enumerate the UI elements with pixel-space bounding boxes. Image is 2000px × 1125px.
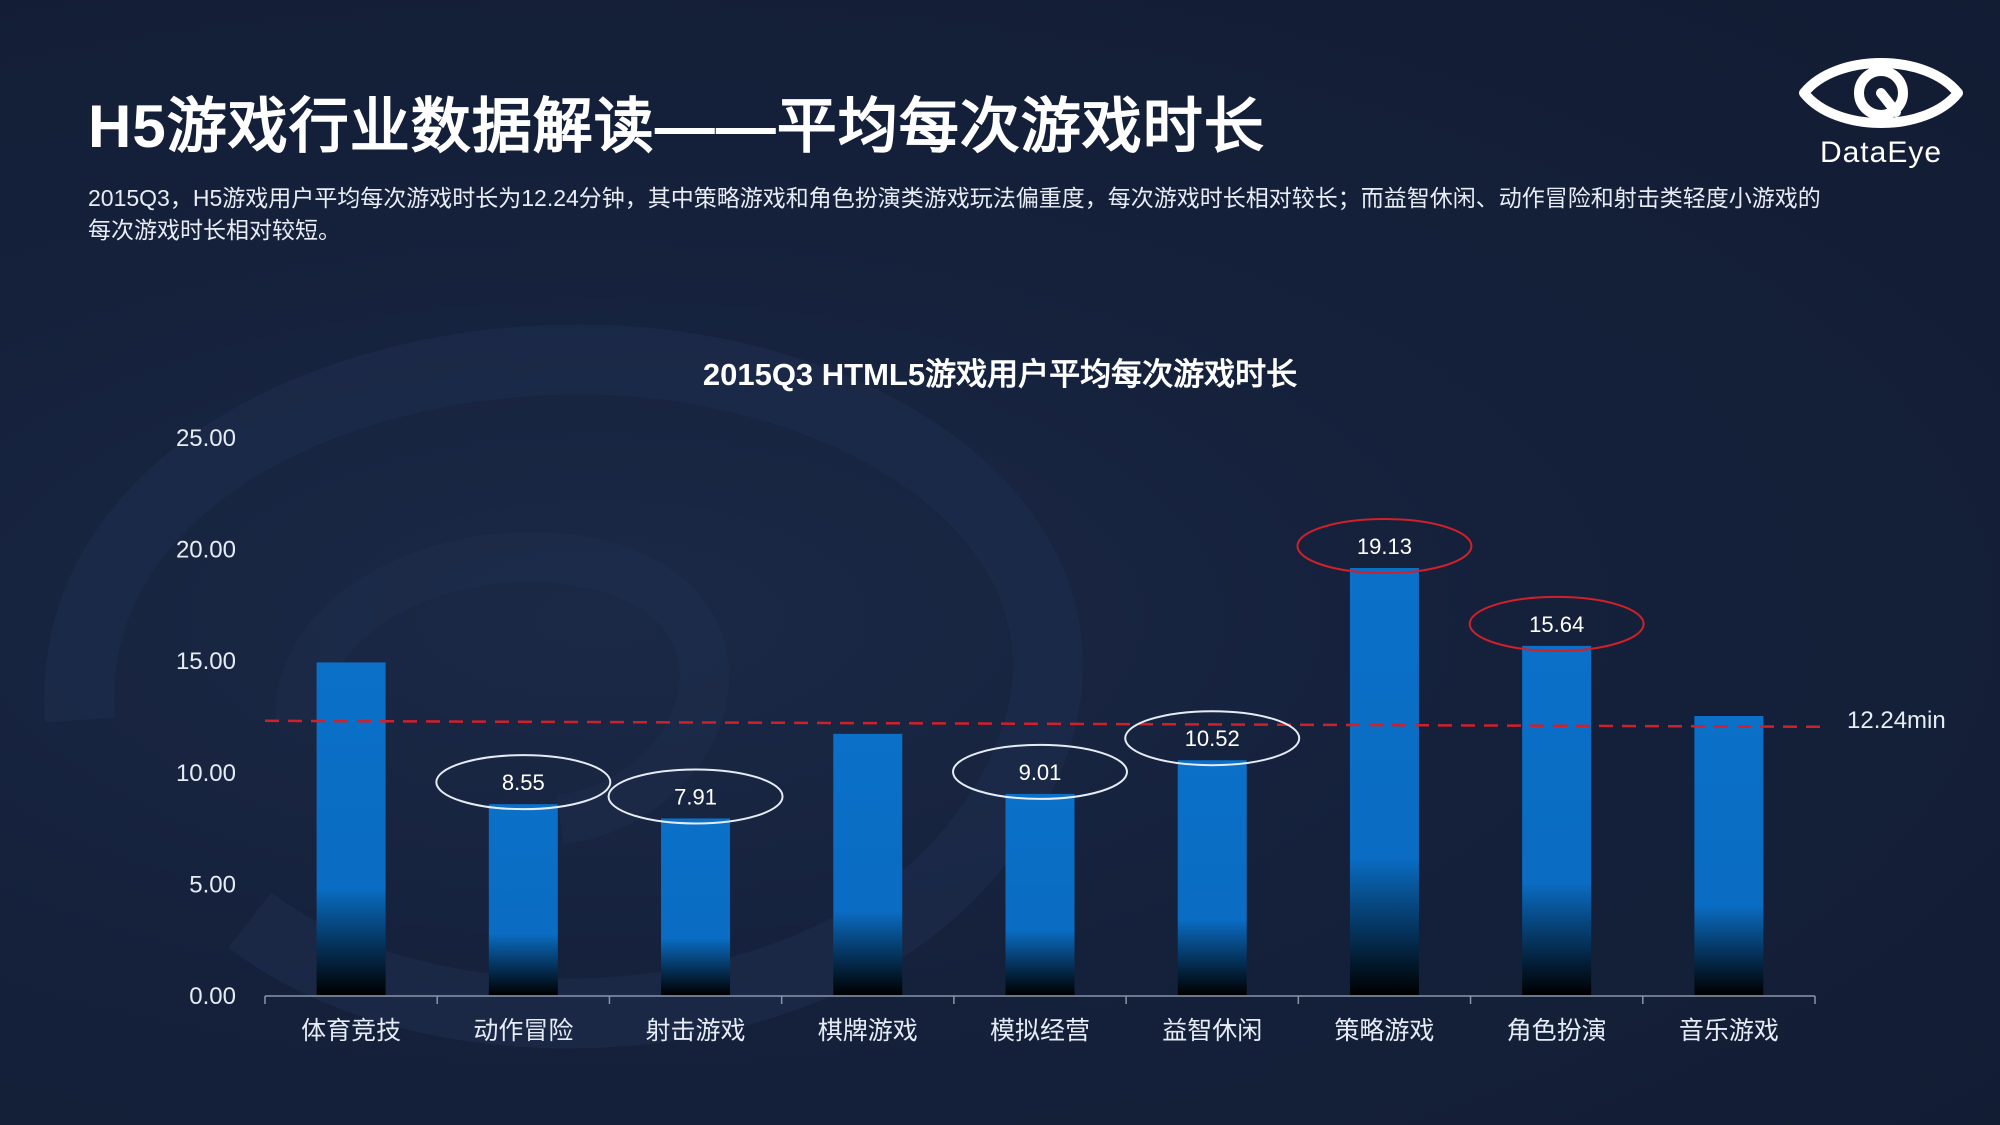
brand-logo: DataEye [1796, 48, 1966, 178]
label-highlight-ellipse [952, 743, 1128, 800]
x-tick-label: 角色扮演 [1507, 1017, 1607, 1045]
data-label: 19.13 [1357, 534, 1412, 559]
label-highlight-ellipse [1124, 710, 1301, 767]
x-tick-label: 益智休闲 [1162, 1017, 1262, 1045]
eye-logo-icon [1799, 58, 1963, 128]
data-label: 7.91 [674, 784, 717, 809]
data-label: 8.55 [502, 770, 545, 795]
bar [488, 804, 558, 995]
y-tick-label: 15.00 [176, 648, 236, 675]
y-axis: 0.00 5.00 10.00 15.00 20.00 25.00 [176, 425, 236, 1010]
x-tick-label: 棋牌游戏 [818, 1017, 918, 1045]
bar [1349, 568, 1419, 995]
data-label: 10.52 [1185, 726, 1240, 751]
label-highlight-ellipse [607, 768, 784, 825]
logo-text: DataEye [1819, 136, 1943, 169]
x-tick-label: 策略游戏 [1334, 1017, 1434, 1045]
bar-series [316, 568, 1764, 995]
average-line-group: 12.24min [264, 707, 1946, 734]
data-label: 15.64 [1529, 612, 1584, 637]
page-title: H5游戏行业数据解读——平均每次游戏时长 [88, 93, 1265, 160]
y-tick-label: 10.00 [176, 760, 236, 787]
y-tick-label: 0.00 [189, 983, 236, 1010]
y-tick-label: 20.00 [176, 537, 236, 564]
bar [661, 818, 731, 995]
page-description: 2015Q3，H5游戏用户平均每次游戏时长为12.24分钟，其中策略游戏和角色扮… [88, 185, 1821, 243]
label-highlight-ellipse [1296, 518, 1473, 575]
y-tick-label: 5.00 [189, 871, 236, 898]
bar [1005, 793, 1075, 995]
average-line-label: 12.24min [1847, 707, 1946, 734]
bar [316, 662, 386, 995]
bar [1694, 716, 1764, 995]
x-tick-label: 音乐游戏 [1679, 1017, 1779, 1045]
bar [1522, 645, 1592, 995]
data-labels: 8.55 7.91 9.01 10.52 19.13 15.64 [435, 518, 1645, 825]
data-label: 9.01 [1019, 760, 1062, 785]
x-tick-label: 体育竞技 [301, 1017, 401, 1045]
x-tick-label: 射击游戏 [646, 1017, 746, 1045]
chart-title: 2015Q3 HTML5游戏用户平均每次游戏时长 [703, 357, 1297, 392]
bar [833, 733, 903, 995]
x-tick-label: 动作冒险 [473, 1017, 573, 1045]
background-swirl [44, 324, 1083, 1049]
bar [1177, 760, 1247, 995]
label-highlight-ellipse [435, 754, 612, 811]
x-axis: 体育竞技 动作冒险 射击游戏 棋牌游戏 模拟经营 益智休闲 策略游戏 角色扮演 音乐游戏 [264, 995, 1816, 1045]
average-line [264, 719, 1826, 729]
y-tick-label: 25.00 [176, 425, 236, 452]
label-highlight-ellipse [1468, 595, 1645, 652]
x-tick-label: 模拟经营 [990, 1017, 1090, 1045]
bar-chart: 2015Q3 HTML5游戏用户平均每次游戏时长 0.00 5.00 10.00 15… [176, 357, 1946, 1045]
